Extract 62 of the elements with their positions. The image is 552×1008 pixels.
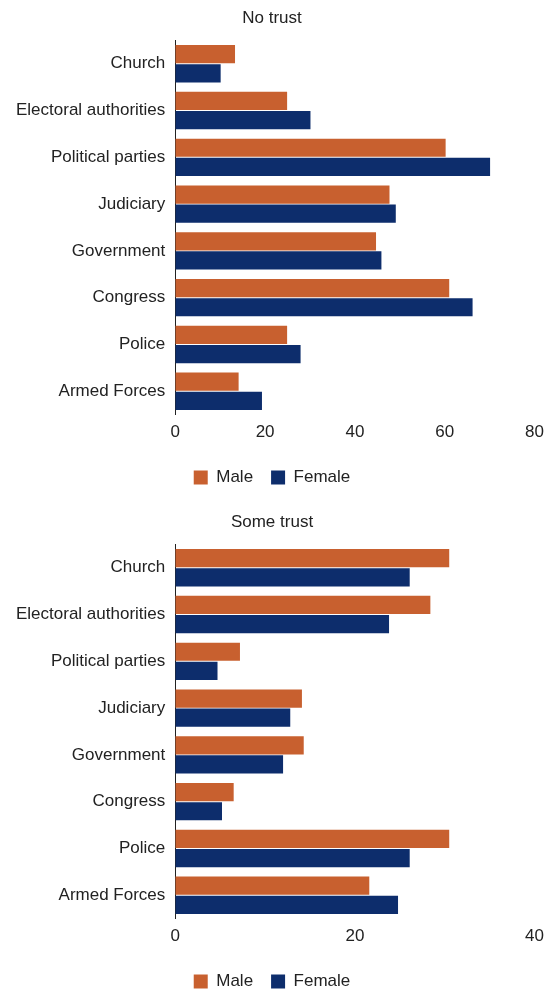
bar xyxy=(175,204,396,223)
y-tick-label: Armed Forces xyxy=(58,884,166,904)
bar xyxy=(175,848,410,868)
bar xyxy=(175,45,236,64)
x-tick-label: 80 xyxy=(525,422,545,442)
y-tick-label: Government xyxy=(71,240,166,260)
y-tick-label: Congress xyxy=(92,287,166,307)
y-tick-label: Political parties xyxy=(50,651,166,671)
x-tick-label: 0 xyxy=(170,422,181,442)
bar xyxy=(175,391,262,410)
bar xyxy=(175,642,240,661)
y-tick-label: Political parties xyxy=(50,147,166,167)
y-tick-label: Electoral authorities xyxy=(15,604,166,624)
bar xyxy=(175,549,450,568)
bar xyxy=(175,708,291,727)
bar xyxy=(175,895,399,914)
bar xyxy=(175,111,311,130)
bar xyxy=(175,755,284,774)
bar xyxy=(175,278,450,298)
y-tick-label: Government xyxy=(71,744,166,764)
bar xyxy=(175,91,288,111)
y-tick-label: Church xyxy=(110,557,166,577)
bar xyxy=(175,595,431,615)
bar xyxy=(175,782,234,802)
bar xyxy=(175,298,473,317)
bar xyxy=(175,232,377,251)
bar xyxy=(175,251,382,270)
legend-label: Female xyxy=(293,467,351,487)
bar xyxy=(175,689,302,708)
bar xyxy=(175,615,390,634)
bar xyxy=(175,568,410,587)
x-tick-label: 60 xyxy=(435,422,455,442)
bar xyxy=(175,876,370,895)
bar xyxy=(175,185,390,204)
y-tick-label: Police xyxy=(118,334,166,354)
bar xyxy=(175,802,222,821)
x-tick-label: 20 xyxy=(345,926,365,946)
bar xyxy=(175,157,491,177)
x-tick-label: 40 xyxy=(345,422,365,442)
bar xyxy=(175,344,301,364)
bar xyxy=(175,661,218,681)
bar xyxy=(175,736,304,755)
bar xyxy=(175,64,221,83)
y-tick-label: Armed Forces xyxy=(58,380,166,400)
y-tick-label: Judiciary xyxy=(98,697,166,717)
bar xyxy=(175,138,446,157)
x-tick-label: 40 xyxy=(525,926,545,946)
y-tick-label: Electoral authorities xyxy=(15,100,166,120)
chart-title: Some trust xyxy=(230,511,314,531)
y-tick-label: Judiciary xyxy=(98,193,166,213)
y-tick-label: Congress xyxy=(92,791,166,811)
legend-label: Male xyxy=(216,971,254,991)
legend-label: Female xyxy=(293,971,351,991)
chart-title: No trust xyxy=(242,7,303,27)
bar xyxy=(175,829,450,848)
x-tick-label: 0 xyxy=(170,926,181,946)
y-tick-label: Church xyxy=(110,53,166,73)
legend-label: Male xyxy=(216,467,254,487)
bar xyxy=(175,325,288,344)
x-tick-label: 20 xyxy=(255,422,275,442)
y-tick-label: Police xyxy=(118,838,166,858)
bar xyxy=(175,372,239,391)
